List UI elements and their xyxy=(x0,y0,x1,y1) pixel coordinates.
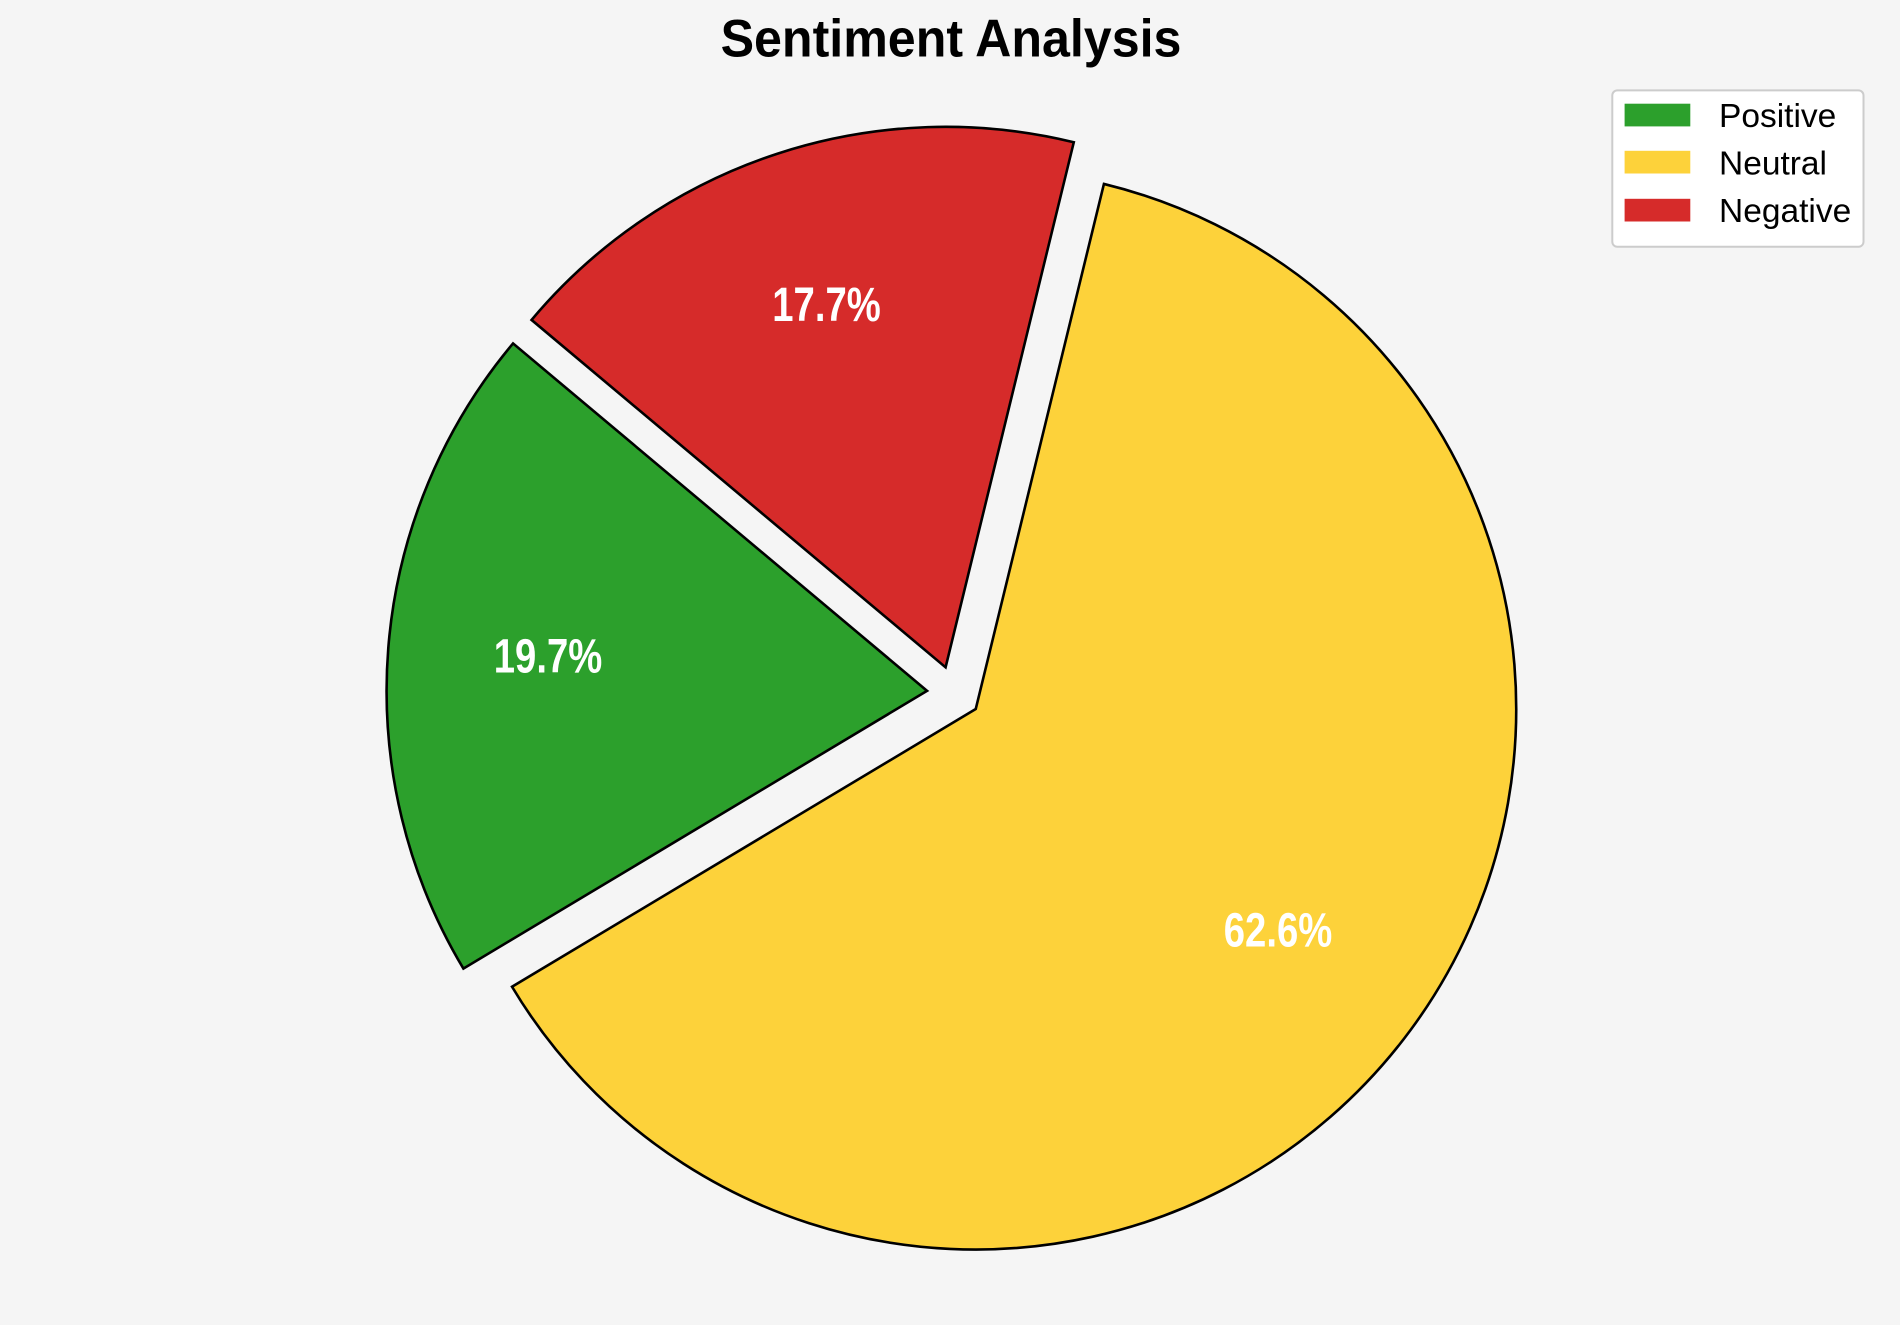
svg-text:Negative: Negative xyxy=(1719,193,1851,230)
svg-text:17.7%: 17.7% xyxy=(772,278,880,332)
svg-text:Positive: Positive xyxy=(1719,98,1836,135)
svg-text:19.7%: 19.7% xyxy=(494,629,602,683)
svg-text:Sentiment Analysis: Sentiment Analysis xyxy=(721,8,1182,68)
svg-text:Neutral: Neutral xyxy=(1719,145,1827,182)
svg-text:62.6%: 62.6% xyxy=(1224,903,1332,957)
